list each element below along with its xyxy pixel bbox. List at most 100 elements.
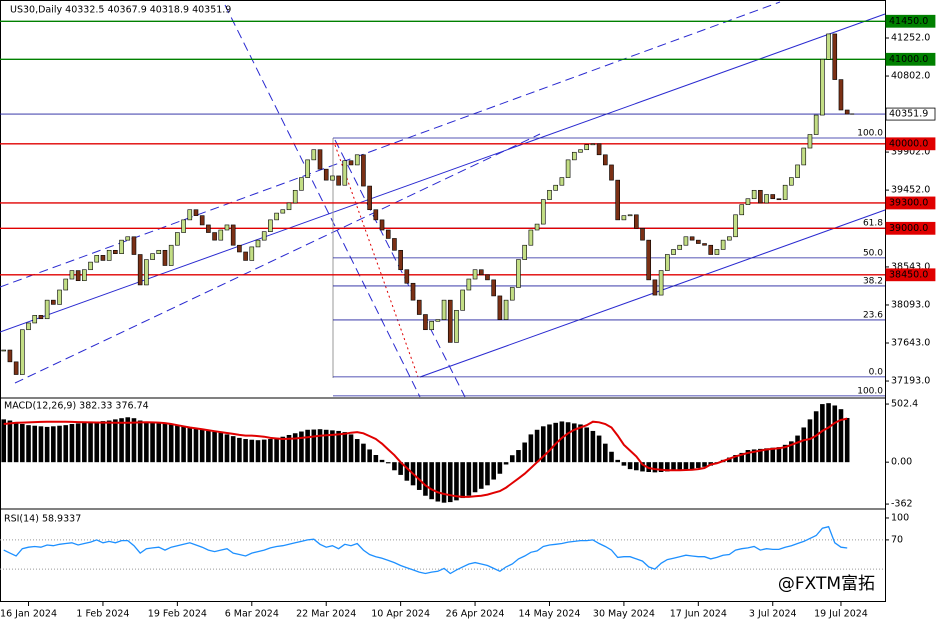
candle-body [26,322,31,331]
candle-body [503,299,509,320]
candle-body [88,261,93,271]
macd-bar [478,462,484,489]
candle-body [100,255,106,261]
candle-body [665,254,670,271]
price-level-box [885,268,936,282]
macd-bar [751,449,757,463]
macd-bar [69,423,75,463]
macd-bar [665,462,670,472]
candle-body [615,179,621,221]
candle-body [249,246,255,261]
fib-diagonal [334,144,419,378]
macd-bar [106,420,112,463]
macd-bar [336,430,341,463]
candle-body [398,249,403,271]
candle-body [658,270,664,296]
candle-body [32,315,38,324]
candle-body [584,144,589,151]
macd-bar [596,435,602,463]
candle-body [305,159,310,178]
macd-bar [609,451,614,463]
macd-bar [44,426,50,463]
candle-body [125,236,131,241]
macd-bar [323,429,329,463]
macd-bar [590,430,596,463]
y-tick-label: 41252.0 [891,33,930,44]
macd-bar [249,439,255,463]
macd-bar [416,462,422,490]
candle-body [727,236,732,241]
x-tick-label: 1 Feb 2024 [76,609,129,620]
macd-bar [243,439,248,463]
price-level-label: 41000.0 [889,54,928,65]
price-level-box [885,221,936,235]
macd-bar [20,423,25,463]
macd-bar [237,437,242,463]
candle-body [299,177,304,191]
candle-body [646,239,652,281]
candle-body [181,219,186,233]
candle-body [292,189,298,204]
candle-body [106,249,112,261]
candle-body [478,269,484,276]
candle-body [708,244,714,255]
macd-bar [838,409,844,463]
macd-bar [199,429,205,463]
macd-bar [88,422,93,463]
macd-bar [844,417,850,463]
channel-line [0,1,781,288]
macd-bar [627,462,633,470]
candle-body [44,299,50,320]
candle-body [472,269,478,280]
macd-bar [1,419,7,463]
candle-body [206,224,211,233]
candle-body [150,253,155,260]
rsi-label: RSI(14) 58.9337 [4,514,81,525]
candle-body [193,209,199,216]
candle-body [826,33,831,60]
price-level-box [885,196,936,210]
macd-bar [739,452,745,463]
candle-body [13,361,19,375]
macd-bar [268,439,273,463]
macd-bar [745,450,751,463]
macd-bar [696,462,701,468]
macd-bar [652,462,658,473]
candle-body [199,215,205,226]
candle-body [702,243,707,246]
candle-body [38,315,44,320]
macd-bar [683,462,689,470]
candle-body [801,147,807,166]
candle-body [361,154,366,187]
macd-bar [602,443,608,463]
candle-body [51,299,56,305]
candle-body [460,289,465,311]
price-level-label: 39300.0 [889,197,928,208]
x-tick-label: 14 May 2024 [519,609,581,620]
candle-body [261,231,267,241]
macd-bar [261,439,267,463]
y-tick-label: 38543.0 [891,261,930,272]
candle-body [733,214,738,238]
candle-body [485,274,490,281]
macd-bar [404,462,410,481]
trend-line [419,209,886,378]
candle-body [571,151,577,161]
price-level-label: 41450.0 [889,16,928,27]
candle-body [75,270,81,282]
macd-bar [57,425,62,463]
candle-body [286,202,292,211]
macd-bar [292,433,298,463]
macd-bar [125,417,131,463]
macd-bar [826,403,831,463]
candle-body [764,194,769,204]
macd-bar [615,459,621,463]
candle-body [559,177,565,186]
candle-body [683,236,689,246]
macd-bar [286,434,292,463]
y-tick-label: 39902.0 [891,147,930,158]
x-tick-label: 6 Mar 2024 [225,609,279,620]
x-tick-label: 19 Jul 2024 [814,609,868,620]
y-tick-label: 37193.0 [891,376,930,387]
candle-body [540,199,546,225]
